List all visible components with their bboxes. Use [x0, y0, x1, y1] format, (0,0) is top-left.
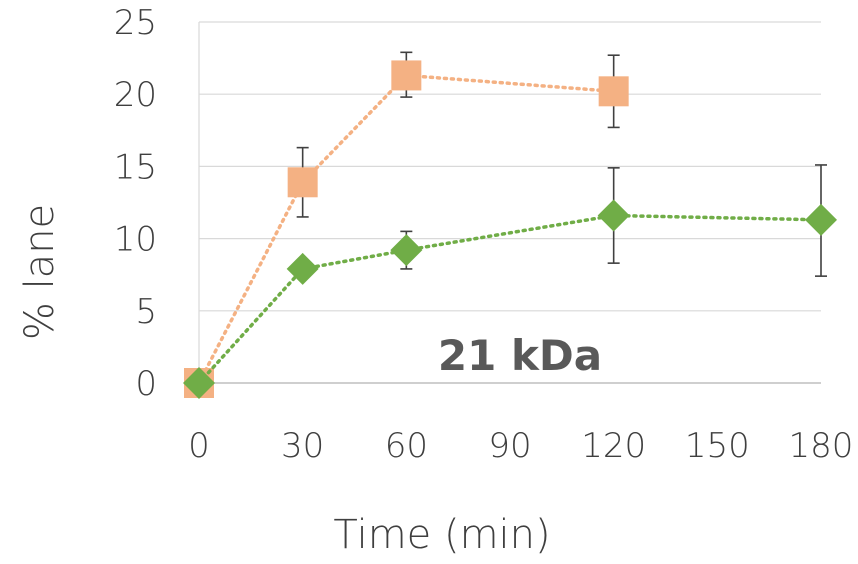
- y-axis-title: % lane: [17, 204, 63, 340]
- y-tick-label: 20: [114, 75, 157, 115]
- series-2: [183, 164, 837, 399]
- y-tick-label: 0: [135, 364, 157, 404]
- diamond-marker: [805, 203, 837, 236]
- series-line: [197, 73, 616, 385]
- square-marker: [287, 167, 318, 198]
- x-tick-label: 30: [281, 426, 324, 466]
- diamond-marker: [183, 367, 215, 399]
- series-layer: [183, 51, 837, 399]
- chart-annotation: 21 kDa: [438, 331, 602, 380]
- diamond-marker: [286, 252, 319, 285]
- x-axis-title: Time (min): [333, 512, 550, 558]
- x-tick-label: 90: [488, 426, 531, 466]
- x-tick-label: 120: [581, 426, 646, 466]
- diamond-marker: [390, 234, 423, 267]
- y-tick-label: 25: [114, 3, 157, 43]
- y-tick-label: 5: [135, 292, 157, 332]
- x-tick-label: 180: [789, 426, 854, 466]
- diamond-marker: [597, 199, 630, 232]
- x-tick-label: 60: [385, 426, 428, 466]
- square-marker: [598, 76, 629, 107]
- x-tick-label: 0: [188, 426, 210, 466]
- square-marker: [391, 60, 422, 91]
- x-tick-labels: 0 30 60 90 120 150 180: [188, 426, 853, 466]
- y-tick-label: 10: [114, 220, 157, 260]
- y-tick-labels: 0 5 10 15 20 25: [114, 3, 157, 404]
- y-tick-label: 15: [114, 147, 157, 187]
- x-tick-label: 150: [685, 426, 750, 466]
